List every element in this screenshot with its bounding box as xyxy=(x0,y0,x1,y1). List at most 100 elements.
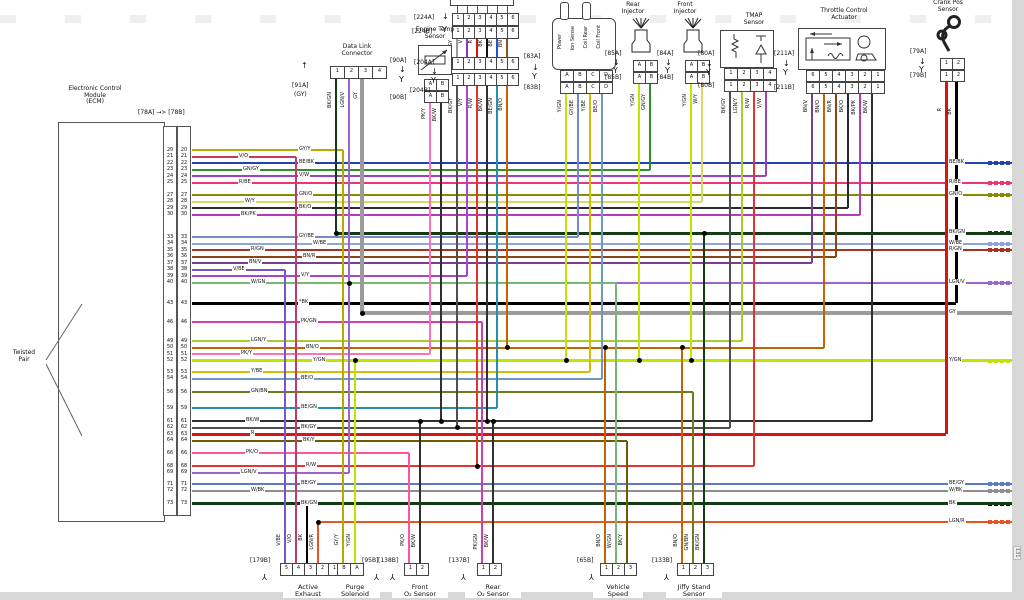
fork-icon: Y xyxy=(262,572,267,581)
pin-cell: 4 xyxy=(768,82,772,88)
wire-code-label-vertical: BK xyxy=(478,40,484,47)
pin-cell: 2 xyxy=(464,74,475,85)
connector-id-label: [79B] xyxy=(910,72,927,79)
front-injector-label: Injector xyxy=(673,8,697,15)
wire-code-label-vertical: BN/O xyxy=(673,534,679,547)
pin-cell: 3 xyxy=(475,27,486,38)
arrow-icon: ↓ xyxy=(783,59,790,68)
bus-wire xyxy=(349,282,1012,284)
front-o2-sensor-connector-name: Front xyxy=(392,584,448,591)
ecm-pin-number: 20 xyxy=(180,146,188,153)
junction-dot xyxy=(636,358,642,363)
ecm-pin-number: 71 xyxy=(166,480,174,487)
wire-code-label: BK/W xyxy=(245,417,261,423)
pin-cell: 1 xyxy=(332,565,337,571)
wire-code-label: BN/O xyxy=(305,343,320,350)
right-exit-label: GN/O xyxy=(948,191,964,197)
wire-vertical xyxy=(360,77,364,313)
ecm-wire-BKPK xyxy=(192,213,860,216)
wire-code-label-vertical: W/Y xyxy=(693,94,699,104)
wire-code-label-vertical: LGN/R xyxy=(309,534,315,550)
pin-cell: A xyxy=(425,80,437,90)
wire-code-label-vertical: BK/PK xyxy=(851,100,857,115)
ecm-pin-number: 66 xyxy=(180,449,188,456)
crank-position-sensor-icon xyxy=(934,13,966,55)
ecm-pin-number: 63 xyxy=(166,430,174,437)
wire-code-label-vertical: BN/O xyxy=(815,100,821,113)
wire-vertical xyxy=(506,84,508,348)
fork-icon: Y xyxy=(399,75,404,84)
wire-vertical xyxy=(486,84,488,421)
wire-vertical xyxy=(703,233,705,563)
ecm-pin-number: 46 xyxy=(166,318,174,325)
pin-cell: C xyxy=(587,71,600,81)
wire-code-label: BE/BK xyxy=(298,159,315,165)
pin-cell: 3 xyxy=(751,69,764,79)
wire-code-label-vertical: LGN/V xyxy=(340,92,346,108)
pin-cell: 6 xyxy=(807,71,820,81)
wire-vertical xyxy=(466,0,468,13)
ecm-pin-number: 64 xyxy=(180,437,188,443)
wire-vertical xyxy=(753,90,755,466)
ecm-pin-number: 53 xyxy=(166,368,174,375)
tmap-sensor-icon xyxy=(720,30,774,68)
wire-code-label-vertical: BN xyxy=(498,40,504,48)
wire-code-label-vertical: W/GN xyxy=(607,534,613,549)
wire-code-label: Y/GN xyxy=(312,356,327,363)
pin-cell: A xyxy=(561,83,574,93)
twisted-pair-leader-lines xyxy=(45,303,83,437)
pin-cell: A xyxy=(686,73,698,83)
wire-code-label-vertical: BE/O xyxy=(593,100,599,113)
ecm-title-line2: Module xyxy=(84,91,106,99)
wire-code-label: GY/BE xyxy=(298,233,315,239)
pin-cell: 3 xyxy=(846,71,859,81)
wire-vertical xyxy=(466,37,468,57)
wire-code-label-vertical: BK/W xyxy=(411,534,417,548)
wire-code-label: W/BE xyxy=(312,239,328,246)
pin-cell: 4 xyxy=(833,83,846,93)
fork-icon: Y xyxy=(532,72,537,81)
wire-vertical xyxy=(466,84,468,276)
wire-code-label: R xyxy=(250,430,256,436)
ecm-wire-BKO xyxy=(192,207,848,209)
pin-cell: A xyxy=(425,92,437,102)
wire-vertical xyxy=(601,92,603,379)
wire-vertical xyxy=(638,82,640,361)
ecm-pin-number: 72 xyxy=(166,487,174,493)
wire-code-label: PK/GN xyxy=(300,318,318,324)
page-edge-dash xyxy=(130,15,146,23)
wire-vertical xyxy=(681,347,683,563)
wire-code-label-vertical: R xyxy=(937,108,943,112)
arrow-icon: ↓ xyxy=(532,63,539,72)
wire-code-label-vertical: BK/GY xyxy=(721,98,727,114)
pin-cell: 6 xyxy=(511,59,515,65)
wire-vertical xyxy=(835,92,837,257)
front-o2-sensor-connector-name: O₂ Sensor xyxy=(392,591,448,598)
pin-cell: 2 xyxy=(464,14,475,25)
wire-code-label-vertical: V/O xyxy=(287,534,293,544)
ecm-pin-number: 61 xyxy=(166,417,174,424)
bus-wire xyxy=(362,311,1012,315)
arrow-icon: ↓ xyxy=(706,59,713,68)
pin-cell: 2 xyxy=(464,27,475,38)
ecm-pin-number: 64 xyxy=(166,437,174,443)
wire-code-label-vertical: BN/O xyxy=(498,98,504,111)
page-marker: 131 xyxy=(1013,546,1021,560)
page-edge-dash xyxy=(325,15,341,23)
connector-id-label: [79A] xyxy=(910,48,927,55)
ecm-wire-BK xyxy=(192,301,956,305)
wire-vertical xyxy=(456,84,458,428)
ecm-pin-number: 24 xyxy=(180,172,188,179)
pin-cell: 1 xyxy=(678,564,690,575)
wire-code-label: PK/Y xyxy=(240,350,254,356)
fork-icon: Y xyxy=(431,76,436,85)
fork-icon: Y xyxy=(374,572,379,581)
purge-solenoid-connector-name: Purge xyxy=(330,584,380,591)
pin-cell: A xyxy=(686,61,698,71)
ecm-wire-BEGN xyxy=(192,407,497,409)
